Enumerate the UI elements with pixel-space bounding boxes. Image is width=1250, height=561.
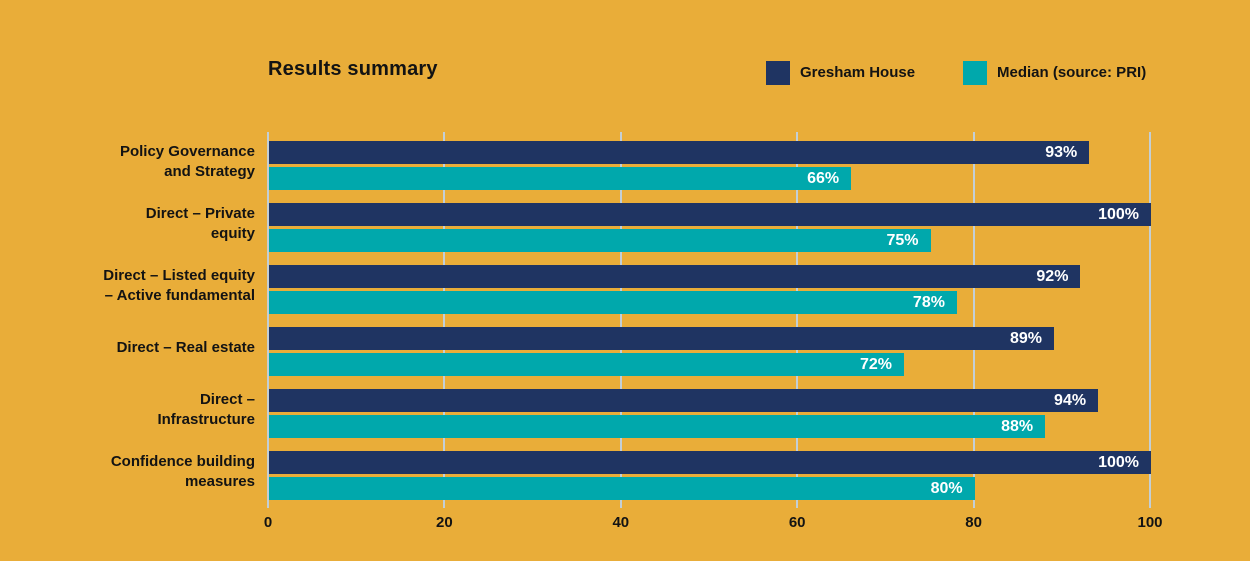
bar-median-3: 72% [269, 353, 905, 376]
bar-value-label: 94% [1054, 391, 1087, 409]
gridline-80 [972, 132, 975, 508]
bar-value-label: 89% [1009, 329, 1042, 347]
category-label-line: Confidence building [110, 452, 255, 470]
bar-gresham-house-0: 93% [269, 141, 1090, 164]
bar-median-0: 66% [269, 167, 852, 190]
x-tick-label-0: 0 [263, 514, 273, 531]
bar-value-label: 75% [886, 231, 919, 249]
bar-gresham-house-4: 94% [269, 389, 1099, 412]
bar-value-label: 100% [1098, 205, 1139, 223]
bar-value-label: 93% [1045, 143, 1078, 161]
x-tick-label-100: 100 [1137, 514, 1163, 531]
x-tick-label-60: 60 [788, 514, 806, 531]
category-label-line: and Strategy [164, 162, 255, 180]
category-label-3: Direct – Real estate [40, 338, 255, 358]
bar-median-1: 75% [269, 229, 931, 252]
legend-swatch-gresham-house [766, 61, 790, 85]
category-label-line: equity [210, 224, 255, 242]
category-label-line: measures [184, 472, 255, 490]
gridline-0 [267, 132, 269, 508]
category-label-line: Direct – Real estate [116, 338, 255, 356]
category-label-1: Direct – Private equity [40, 204, 255, 244]
category-label-2: Direct – Listed equity – Active fundament… [40, 266, 255, 306]
x-tick-label-20: 20 [436, 514, 453, 531]
bar-median-4: 88% [269, 415, 1046, 438]
bar-value-label: 78% [912, 293, 945, 311]
bar-gresham-house-5: 100% [269, 451, 1151, 474]
bar-value-label: 66% [807, 169, 840, 187]
bar-gresham-house-1: 100% [269, 203, 1151, 226]
legend-label-gresham-house: Gresham House [800, 64, 916, 81]
category-label-line: – Active fundamental [104, 286, 255, 304]
category-label-4: Direct – Infrastructure [40, 390, 255, 430]
category-label-line: Infrastructure [157, 410, 255, 428]
category-label-5: Confidence building measures [40, 452, 255, 492]
gridline-100 [1149, 132, 1151, 508]
x-tick-label-40: 40 [612, 514, 630, 531]
legend-label-median: Median (source: PRI) [997, 64, 1147, 81]
bar-value-label: 80% [930, 479, 963, 497]
bar-value-label: 92% [1036, 267, 1069, 285]
bar-gresham-house-3: 89% [269, 327, 1054, 350]
bar-gresham-house-2: 92% [269, 265, 1081, 288]
category-label-line: Direct – [199, 390, 255, 408]
gridline-40 [619, 132, 622, 508]
gridline-20 [443, 132, 446, 508]
gridline-60 [796, 132, 799, 508]
bar-median-2: 78% [269, 291, 957, 314]
category-label-line: Policy Governance [119, 142, 255, 160]
bar-median-5: 80% [269, 477, 975, 500]
bar-value-label: 72% [860, 355, 893, 373]
category-label-line: Direct – Listed equity [103, 266, 255, 284]
bar-value-label: 88% [1001, 417, 1034, 435]
category-label-line: Direct – Private [145, 204, 255, 222]
chart-title: Results summary [268, 58, 438, 80]
category-label-0: Policy Governance and Strategy [40, 142, 255, 182]
bar-value-label: 100% [1098, 453, 1139, 471]
legend-swatch-median [963, 61, 987, 85]
x-tick-label-80: 80 [965, 514, 982, 531]
